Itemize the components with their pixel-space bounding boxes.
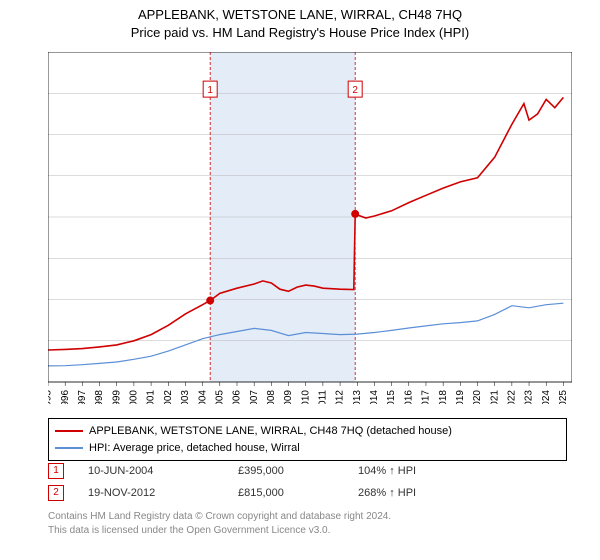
title-line1: APPLEBANK, WETSTONE LANE, WIRRAL, CH48 7… <box>0 6 600 24</box>
svg-text:2024: 2024 <box>541 390 552 404</box>
marker-pct-2: 268% ↑ HPI <box>358 487 478 499</box>
svg-text:2001: 2001 <box>146 390 157 404</box>
marker-row-1: 1 10-JUN-2004 £395,000 104% ↑ HPI <box>48 460 478 482</box>
svg-text:2012: 2012 <box>335 390 346 404</box>
svg-text:2013: 2013 <box>352 390 363 404</box>
svg-text:2019: 2019 <box>455 390 466 404</box>
title-line2: Price paid vs. HM Land Registry's House … <box>0 24 600 42</box>
marker-price-2: £815,000 <box>238 487 358 499</box>
marker-date-2: 19-NOV-2012 <box>88 487 238 499</box>
legend-label-hpi: HPI: Average price, detached house, Wirr… <box>89 440 300 457</box>
svg-text:2009: 2009 <box>283 390 294 404</box>
marker-row-2: 2 19-NOV-2012 £815,000 268% ↑ HPI <box>48 482 478 504</box>
svg-text:2018: 2018 <box>438 390 449 404</box>
svg-text:2002: 2002 <box>163 390 174 404</box>
svg-text:1997: 1997 <box>77 390 88 404</box>
svg-text:2014: 2014 <box>369 390 380 404</box>
svg-text:2016: 2016 <box>403 390 414 404</box>
svg-text:2025: 2025 <box>558 390 569 404</box>
marker-date-1: 10-JUN-2004 <box>88 465 238 477</box>
svg-text:1995: 1995 <box>48 390 54 404</box>
footer-line2: This data is licensed under the Open Gov… <box>48 524 391 538</box>
legend-swatch-hpi <box>55 447 83 449</box>
footer: Contains HM Land Registry data © Crown c… <box>48 510 391 538</box>
svg-text:2003: 2003 <box>180 390 191 404</box>
svg-text:2004: 2004 <box>197 390 208 404</box>
svg-text:2007: 2007 <box>249 390 260 404</box>
svg-text:2017: 2017 <box>421 390 432 404</box>
svg-text:2010: 2010 <box>300 390 311 404</box>
svg-text:2011: 2011 <box>318 390 329 404</box>
svg-text:2000: 2000 <box>129 390 140 404</box>
svg-text:2023: 2023 <box>524 390 535 404</box>
legend-label-property: APPLEBANK, WETSTONE LANE, WIRRAL, CH48 7… <box>89 423 452 440</box>
svg-text:2: 2 <box>352 85 358 96</box>
title-block: APPLEBANK, WETSTONE LANE, WIRRAL, CH48 7… <box>0 0 600 42</box>
svg-text:2005: 2005 <box>214 390 225 404</box>
chart-area: £0£200K£400K£600K£800K£1M£1.2M£1.4M£1.6M… <box>48 52 572 404</box>
svg-text:1998: 1998 <box>94 390 105 404</box>
chart-svg: £0£200K£400K£600K£800K£1M£1.2M£1.4M£1.6M… <box>48 52 572 404</box>
legend-row-2: HPI: Average price, detached house, Wirr… <box>55 440 560 457</box>
svg-text:1: 1 <box>207 85 213 96</box>
marker-pct-1: 104% ↑ HPI <box>358 465 478 477</box>
svg-text:1999: 1999 <box>111 390 122 404</box>
svg-text:2020: 2020 <box>472 390 483 404</box>
svg-text:2021: 2021 <box>489 390 500 404</box>
svg-text:2006: 2006 <box>232 390 243 404</box>
legend-box: APPLEBANK, WETSTONE LANE, WIRRAL, CH48 7… <box>48 418 567 461</box>
svg-text:1996: 1996 <box>60 390 71 404</box>
marker-box-2: 2 <box>48 485 64 501</box>
marker-price-1: £395,000 <box>238 465 358 477</box>
svg-text:2022: 2022 <box>507 390 518 404</box>
chart-container: APPLEBANK, WETSTONE LANE, WIRRAL, CH48 7… <box>0 0 600 560</box>
marker-box-1: 1 <box>48 463 64 479</box>
marker-table: 1 10-JUN-2004 £395,000 104% ↑ HPI 2 19-N… <box>48 460 478 504</box>
legend-row-1: APPLEBANK, WETSTONE LANE, WIRRAL, CH48 7… <box>55 423 560 440</box>
footer-line1: Contains HM Land Registry data © Crown c… <box>48 510 391 524</box>
legend-swatch-property <box>55 430 83 432</box>
svg-text:2008: 2008 <box>266 390 277 404</box>
svg-text:2015: 2015 <box>386 390 397 404</box>
